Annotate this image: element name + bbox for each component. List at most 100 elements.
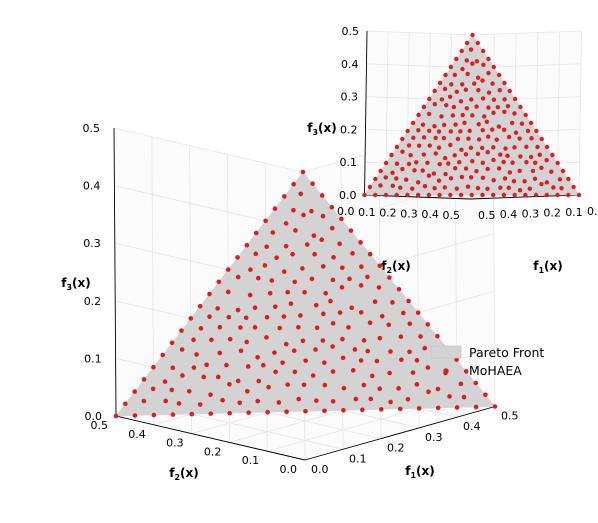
main-mohaea-point xyxy=(290,251,295,257)
inset-mohaea-point xyxy=(442,185,447,190)
main-mohaea-point xyxy=(252,325,258,330)
main-mohaea-point xyxy=(261,362,266,368)
inset-mohaea-point xyxy=(509,120,515,126)
main-mohaea-point xyxy=(237,400,243,406)
inset-x-tick-label: 0.3 xyxy=(522,207,540,220)
main-mohaea-point xyxy=(170,412,176,417)
inset-mohaea-point xyxy=(513,130,519,135)
main-mohaea-point xyxy=(359,264,364,270)
inset-z-tick-label: 0.0 xyxy=(339,189,357,202)
main-mohaea-point xyxy=(358,358,364,363)
main-mohaea-point xyxy=(388,399,393,405)
main-mohaea-point xyxy=(284,409,289,415)
main-mohaea-point xyxy=(235,378,241,384)
main-mohaea-point xyxy=(162,379,168,384)
inset-mohaea-point xyxy=(405,192,410,198)
main-mohaea-point xyxy=(170,365,176,371)
main-mohaea-point xyxy=(264,244,269,250)
main-mohaea-point xyxy=(285,382,290,387)
main-x-tick-label: 0.3 xyxy=(425,431,443,444)
inset-mohaea-point xyxy=(539,136,544,142)
inset-mohaea-point xyxy=(557,177,563,182)
main-mohaea-point xyxy=(300,169,306,175)
inset-mohaea-point xyxy=(442,155,448,161)
inset-mohaea-point xyxy=(416,143,422,148)
main-mohaea-point xyxy=(353,396,359,402)
inset-mohaea-point xyxy=(415,180,421,185)
inset-mohaea-point xyxy=(496,72,502,78)
main-mohaea-point xyxy=(293,228,298,233)
inset-mohaea-point xyxy=(496,166,502,171)
main-axis-line xyxy=(115,415,306,461)
inset-mohaea-point xyxy=(400,149,405,154)
inset-mohaea-point xyxy=(454,56,459,62)
inset-x-tick-label: 0.4 xyxy=(500,208,518,221)
inset-mohaea-point xyxy=(390,170,395,176)
inset-mohaea-point xyxy=(490,127,495,132)
inset-mohaea-point xyxy=(533,192,539,198)
main-mohaea-point xyxy=(339,285,345,290)
inset-mohaea-point xyxy=(555,160,560,166)
inset-mohaea-point xyxy=(406,143,412,148)
main-mohaea-point xyxy=(169,340,175,346)
inset-mohaea-point xyxy=(517,168,522,174)
main-mohaea-point xyxy=(415,310,421,316)
main-y-tick-label: 0.3 xyxy=(166,437,184,450)
inset-y-tick-label: 0.3 xyxy=(400,207,418,220)
inset-mohaea-point xyxy=(460,82,465,87)
inset-mohaea-point xyxy=(394,192,399,198)
main-mohaea-point xyxy=(302,289,307,295)
inset-z-tick-label: 0.3 xyxy=(341,91,359,104)
main-mohaea-point xyxy=(252,305,258,311)
main-x-tick-label: 0.0 xyxy=(311,463,329,476)
inset-mohaea-point xyxy=(494,137,499,142)
inset-mohaea-point xyxy=(501,192,507,198)
inset-x-tick-label: 0.0 xyxy=(587,205,598,218)
main-mohaea-point xyxy=(340,265,345,271)
inset-mohaea-point xyxy=(518,154,523,159)
inset-mohaea-point xyxy=(367,184,373,190)
inset-mohaea-point xyxy=(528,120,534,126)
main-mohaea-point xyxy=(320,338,326,343)
main-mohaea-point xyxy=(331,255,336,260)
main-mohaea-point xyxy=(255,275,261,281)
inset-mohaea-point xyxy=(522,179,527,184)
main-mohaea-point xyxy=(418,334,423,339)
main-mohaea-point xyxy=(163,398,169,404)
inset-y-tick-label: 0.0 xyxy=(337,205,355,218)
inset-mohaea-point xyxy=(452,166,458,171)
inset-mohaea-point xyxy=(528,154,534,160)
inset-mohaea-point xyxy=(475,185,481,191)
main-mohaea-point xyxy=(248,267,253,272)
inset-mohaea-point xyxy=(498,152,503,157)
main-mohaea-point xyxy=(340,336,345,342)
main-mohaea-point xyxy=(244,388,250,394)
main-mohaea-point xyxy=(435,386,441,392)
main-mohaea-point xyxy=(179,328,184,333)
main-mohaea-point xyxy=(367,251,373,257)
main-mohaea-point xyxy=(298,191,304,197)
inset-mohaea-point xyxy=(432,101,438,107)
inset-mohaea-point xyxy=(480,48,486,54)
inset-mohaea-point xyxy=(502,176,508,181)
inset-mohaea-point xyxy=(502,80,507,86)
inset-mohaea-point xyxy=(457,159,462,165)
inset-mohaea-point xyxy=(480,127,485,133)
main-mohaea-point xyxy=(253,251,259,257)
main-mohaea-point xyxy=(204,362,209,368)
inset-mohaea-point xyxy=(416,127,421,133)
inset-mohaea-point xyxy=(491,110,496,115)
main-mohaea-point xyxy=(320,264,326,269)
main-mohaea-point xyxy=(207,314,212,319)
main-mohaea-point xyxy=(350,368,356,373)
inset-mohaea-point xyxy=(527,186,533,191)
inset-mohaea-point xyxy=(383,175,388,180)
main-axis-line xyxy=(304,406,496,461)
main-mohaea-point xyxy=(208,411,214,416)
main-mohaea-point xyxy=(197,402,203,407)
main-mohaea-point xyxy=(399,357,404,363)
inset-mohaea-point xyxy=(534,128,539,134)
inset-mohaea-point xyxy=(481,62,486,68)
inset-mohaea-point xyxy=(555,192,560,198)
main-mohaea-point xyxy=(132,389,137,394)
